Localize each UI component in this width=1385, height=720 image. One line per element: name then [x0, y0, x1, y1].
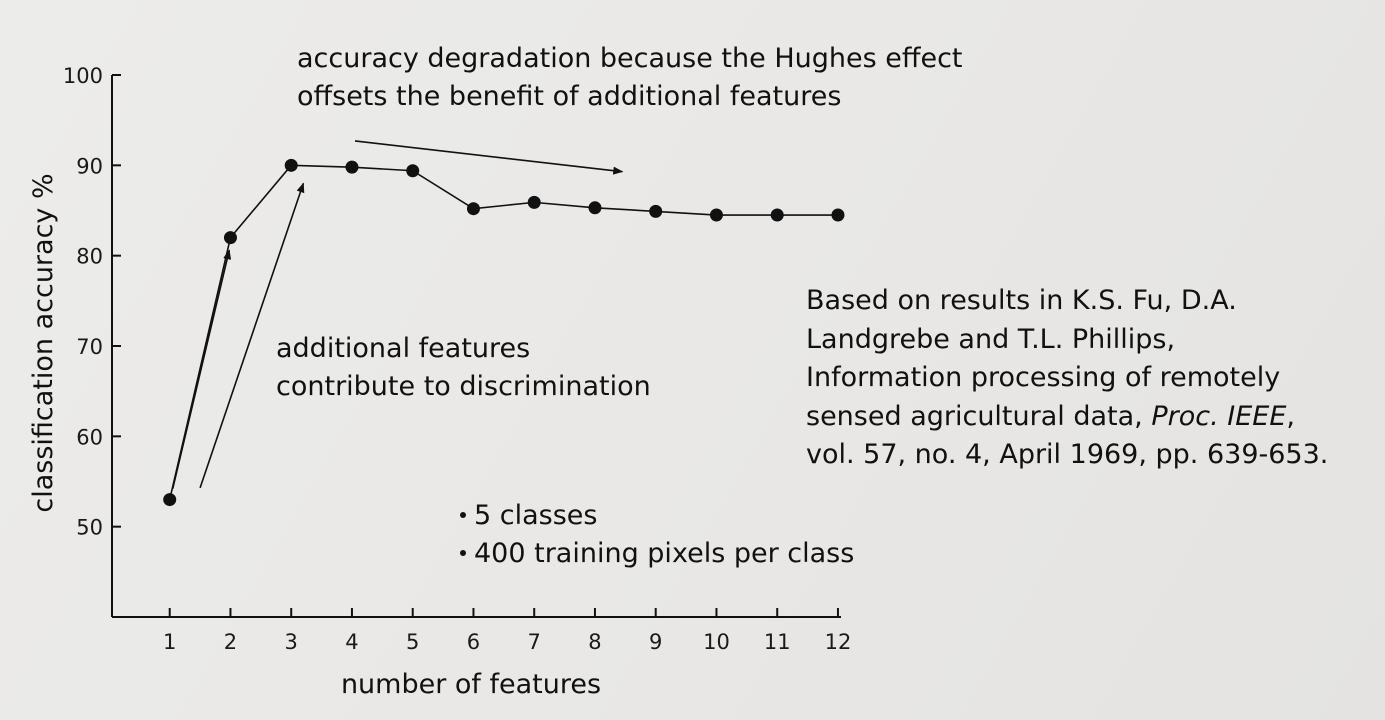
data-point: [588, 201, 602, 215]
citation-line-5: vol. 57, no. 4, April 1969, pp. 639-653.: [806, 439, 1329, 470]
degradation-arrow: [354, 140, 624, 175]
training-pixels-text: 400 training pixels per class: [474, 538, 855, 569]
hughes-effect-annotation: accuracy degradation because the Hughes …: [297, 40, 963, 116]
x-tick-label: 10: [703, 630, 730, 654]
rise-arrow-2: [199, 182, 305, 489]
chart-series: [163, 158, 845, 507]
data-point: [709, 208, 723, 222]
hughes-annotation-line-1: accuracy degradation because the Hughes …: [297, 43, 963, 74]
y-tick-label: 100: [63, 64, 103, 88]
data-point: [345, 160, 359, 174]
features-annotation-line-1: additional features: [276, 333, 531, 364]
x-tick-label: 4: [345, 630, 358, 654]
x-tick-label: 6: [467, 630, 480, 654]
y-tick-label: 50: [76, 516, 103, 540]
y-tick-label: 90: [76, 154, 103, 178]
data-point: [527, 195, 541, 209]
data-point: [406, 164, 420, 178]
y-tick-label: 70: [76, 335, 103, 359]
x-tick-label: 11: [764, 630, 791, 654]
series-line: [168, 164, 838, 500]
chart-arrows: [171, 140, 624, 489]
x-tick-label: 2: [224, 630, 237, 654]
x-tick-label: 12: [825, 630, 852, 654]
x-tick-label: 5: [406, 630, 419, 654]
citation-line-2: Landgrebe and T.L. Phillips,: [806, 323, 1176, 355]
data-point: [223, 231, 237, 245]
data-point: [770, 208, 784, 222]
data-point: [163, 493, 177, 507]
rise-arrow-1: [171, 249, 232, 489]
data-point: [649, 204, 663, 218]
data-point: [284, 158, 298, 172]
data-point: [831, 208, 845, 222]
citation-line-3: Information processing of remotely: [806, 362, 1281, 393]
x-tick-label: 9: [649, 630, 662, 654]
features-annotation: additional features contribute to discri…: [276, 330, 651, 406]
x-tick-label: 8: [588, 630, 601, 654]
citation-line-4-comma: ,: [1286, 400, 1296, 432]
classes-count-text: 5 classes: [474, 500, 598, 531]
bullet-icon: [460, 549, 466, 556]
hughes-annotation-line-2: offsets the benefit of additional featur…: [297, 81, 842, 112]
y-tick-label: 60: [76, 425, 103, 449]
y-axis-label: classification accuracy %: [28, 173, 59, 512]
features-annotation-line-2: contribute to discrimination: [276, 371, 651, 402]
x-tick-label: 1: [163, 630, 176, 654]
x-tick-label: 3: [285, 630, 298, 654]
x-axis-label: number of features: [341, 669, 601, 700]
citation: Based on results in K.S. Fu, D.A. Landgr…: [806, 282, 1328, 475]
conditions-list: 5 classes 400 training pixels per class: [460, 497, 854, 573]
citation-line-4-text: sensed agricultural data,: [806, 400, 1152, 432]
data-point: [466, 202, 480, 216]
citation-line-4: sensed agricultural data, Proc. IEEE,: [806, 398, 1328, 437]
y-tick-label: 80: [76, 245, 103, 269]
x-tick-label: 7: [528, 630, 541, 654]
list-item: 400 training pixels per class: [460, 535, 854, 573]
bullet-icon: [460, 511, 466, 518]
citation-line-1: Based on results in K.S. Fu, D.A.: [806, 285, 1237, 316]
list-item: 5 classes: [460, 497, 854, 535]
citation-journal: Proc. IEEE: [1151, 400, 1287, 432]
